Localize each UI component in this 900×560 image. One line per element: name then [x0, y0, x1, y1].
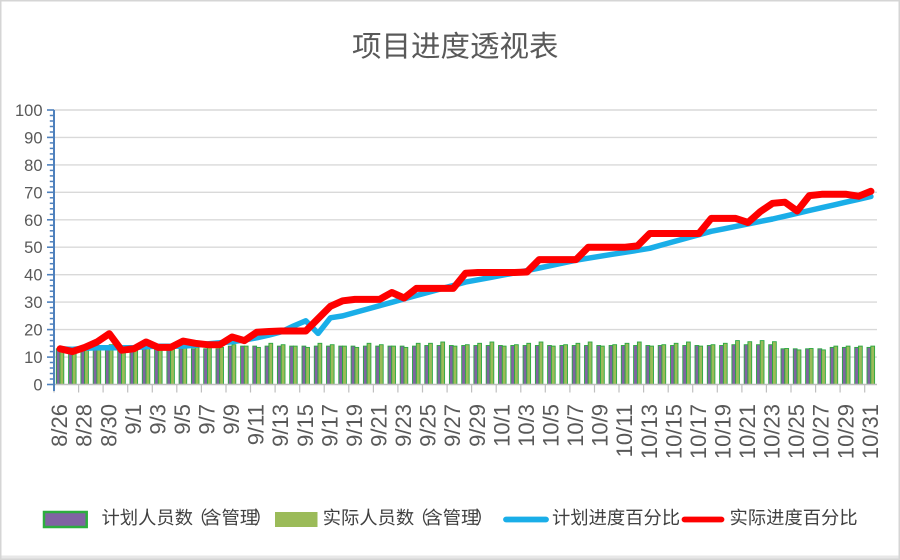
svg-text:9/27: 9/27 [440, 404, 465, 447]
svg-text:10/7: 10/7 [563, 404, 588, 447]
svg-text:10/9: 10/9 [588, 404, 613, 447]
svg-text:20: 20 [24, 322, 42, 340]
svg-text:9/19: 9/19 [342, 404, 367, 447]
svg-text:10/27: 10/27 [809, 404, 834, 459]
svg-text:90: 90 [24, 129, 42, 147]
svg-text:9/9: 9/9 [219, 404, 244, 435]
svg-text:10: 10 [24, 349, 42, 367]
svg-text:9/17: 9/17 [317, 404, 342, 447]
svg-text:8/28: 8/28 [72, 404, 97, 447]
svg-text:10/13: 10/13 [637, 404, 662, 459]
svg-text:9/1: 9/1 [121, 404, 146, 435]
svg-text:10/3: 10/3 [514, 404, 539, 447]
svg-text:0: 0 [33, 377, 42, 395]
svg-text:10/15: 10/15 [661, 404, 686, 459]
svg-text:100: 100 [15, 102, 43, 120]
svg-text:9/15: 9/15 [293, 404, 318, 447]
svg-text:9/13: 9/13 [268, 404, 293, 447]
svg-text:10/29: 10/29 [833, 404, 858, 459]
svg-text:9/21: 9/21 [367, 404, 392, 447]
svg-text:9/23: 9/23 [391, 404, 416, 447]
svg-text:10/21: 10/21 [735, 404, 760, 459]
svg-text:10/11: 10/11 [612, 404, 637, 457]
svg-text:8/30: 8/30 [96, 404, 121, 447]
svg-text:40: 40 [24, 267, 42, 285]
svg-text:30: 30 [24, 294, 42, 312]
svg-text:10/19: 10/19 [711, 404, 736, 459]
svg-text:10/23: 10/23 [760, 404, 785, 459]
svg-text:8/26: 8/26 [47, 404, 72, 447]
svg-text:10/5: 10/5 [539, 404, 564, 447]
svg-text:10/25: 10/25 [784, 404, 809, 459]
svg-text:9/25: 9/25 [416, 404, 441, 447]
svg-text:9/7: 9/7 [195, 404, 220, 435]
svg-text:70: 70 [24, 184, 42, 202]
svg-text:10/1: 10/1 [489, 404, 514, 447]
svg-text:10/17: 10/17 [686, 404, 711, 459]
svg-text:50: 50 [24, 239, 42, 257]
svg-text:9/29: 9/29 [465, 404, 490, 447]
svg-text:80: 80 [24, 157, 42, 175]
svg-text:10/31: 10/31 [858, 404, 883, 459]
svg-text:9/11: 9/11 [244, 404, 269, 445]
svg-text:60: 60 [24, 212, 42, 230]
svg-text:9/5: 9/5 [170, 404, 195, 435]
svg-text:9/3: 9/3 [145, 404, 170, 435]
